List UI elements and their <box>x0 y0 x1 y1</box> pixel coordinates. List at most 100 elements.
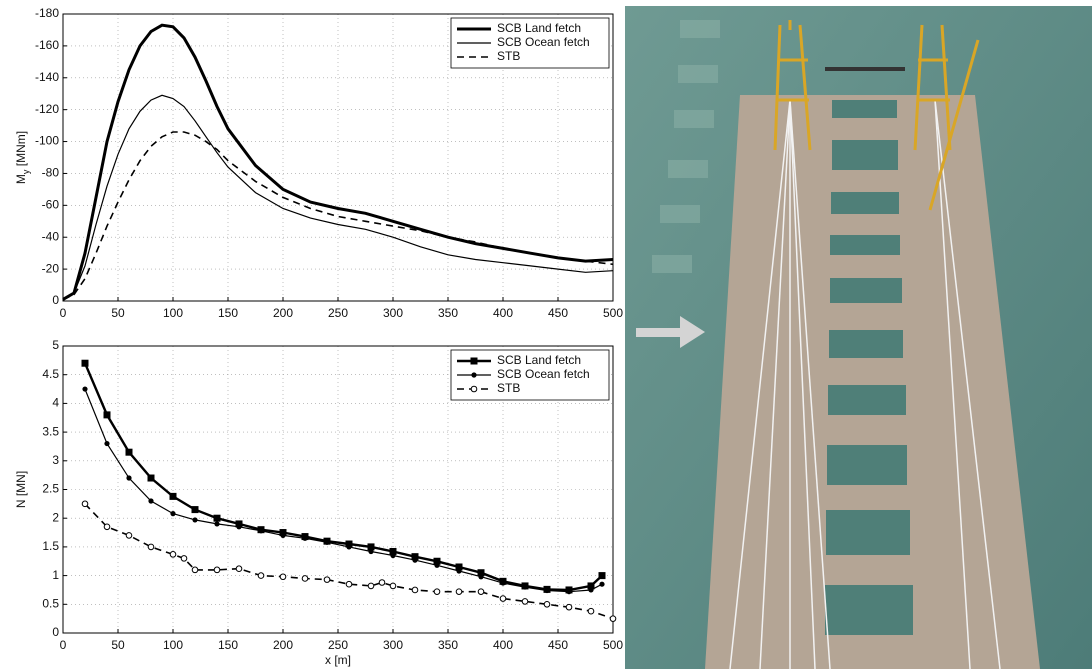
marker <box>390 583 396 589</box>
marker <box>390 553 395 558</box>
legend-label: SCB Land fetch <box>497 21 581 35</box>
marker <box>434 589 440 595</box>
y-tick-label: 3 <box>52 453 59 467</box>
marker <box>214 521 219 526</box>
x-axis-label: x [m] <box>325 653 351 667</box>
legend-marker <box>471 372 476 377</box>
marker <box>500 596 506 602</box>
photo <box>625 6 1092 669</box>
marker <box>236 566 242 572</box>
marker <box>214 567 220 573</box>
marker <box>170 511 175 516</box>
marker <box>82 386 87 391</box>
x-tick-label: 100 <box>163 306 183 320</box>
x-tick-label: 0 <box>60 306 67 320</box>
y-axis-label-part: M <box>14 174 28 184</box>
y-tick-label: 3.5 <box>42 424 59 438</box>
y-tick-label: -140 <box>35 70 59 84</box>
x-tick-label: 150 <box>218 306 238 320</box>
x-tick-label: 50 <box>111 306 125 320</box>
marker <box>148 498 153 503</box>
marker <box>82 360 89 367</box>
marker <box>181 556 187 562</box>
y-tick-label: 1.5 <box>42 539 59 553</box>
marker <box>192 517 197 522</box>
y-axis-label: N [MN] <box>14 471 28 508</box>
marker <box>324 577 330 583</box>
marker <box>588 608 594 614</box>
marker <box>82 501 88 507</box>
y-tick-label: -120 <box>35 102 59 116</box>
marker <box>170 493 177 500</box>
legend-marker <box>471 386 477 392</box>
marker <box>434 563 439 568</box>
marker <box>456 589 462 595</box>
marker <box>192 567 198 573</box>
x-tick-label: 200 <box>273 306 293 320</box>
x-tick-label: 350 <box>438 638 458 652</box>
y-tick-label: 2 <box>52 510 59 524</box>
x-tick-label: 100 <box>163 638 183 652</box>
marker <box>478 589 484 595</box>
y-tick-label: 0 <box>52 293 59 307</box>
y-tick-label: -60 <box>42 198 60 212</box>
y-tick-label: -20 <box>42 261 60 275</box>
marker <box>324 540 329 545</box>
y-axis-label-part: [MNm] <box>14 131 28 170</box>
marker <box>599 572 606 579</box>
legend-label: SCB Land fetch <box>497 353 581 367</box>
marker <box>126 449 133 456</box>
marker <box>610 616 616 622</box>
x-tick-label: 300 <box>383 638 403 652</box>
marker <box>104 441 109 446</box>
x-tick-label: 250 <box>328 306 348 320</box>
figure: 0-20-40-60-80-100-120-140-160-1800501001… <box>0 0 1092 669</box>
marker <box>456 568 461 573</box>
marker <box>522 599 528 605</box>
marker <box>280 533 285 538</box>
x-tick-label: 300 <box>383 306 403 320</box>
marker <box>566 589 571 594</box>
legend-label: STB <box>497 381 520 395</box>
marker <box>302 536 307 541</box>
x-tick-label: 400 <box>493 306 513 320</box>
legend-label: STB <box>497 49 520 63</box>
marker <box>566 604 572 610</box>
marker <box>588 587 593 592</box>
y-tick-label: -160 <box>35 38 59 52</box>
marker <box>126 475 131 480</box>
x-tick-label: 450 <box>548 306 568 320</box>
y-tick-label: -100 <box>35 134 59 148</box>
marker <box>258 573 264 579</box>
x-tick-label: 400 <box>493 638 513 652</box>
marker <box>192 506 199 513</box>
marker <box>148 475 155 482</box>
marker <box>544 602 550 608</box>
y-tick-label: -180 <box>35 6 59 20</box>
x-tick-label: 0 <box>60 638 67 652</box>
legend-label: SCB Ocean fetch <box>497 35 590 49</box>
marker <box>346 544 351 549</box>
marker <box>379 580 385 586</box>
y-tick-label: -40 <box>42 229 60 243</box>
marker <box>280 574 286 580</box>
marker <box>302 576 308 582</box>
gantry <box>825 67 905 71</box>
marker <box>104 411 111 418</box>
marker <box>214 515 221 522</box>
marker <box>544 588 549 593</box>
y-tick-label: 5 <box>52 338 59 352</box>
y-tick-label: 1 <box>52 568 59 582</box>
x-tick-label: 50 <box>111 638 125 652</box>
marker <box>500 580 505 585</box>
marker <box>148 544 154 550</box>
y-tick-label: 4.5 <box>42 367 59 381</box>
y-tick-label: 0 <box>52 625 59 639</box>
marker <box>126 533 132 539</box>
x-tick-label: 500 <box>603 306 623 320</box>
y-tick-label: 0.5 <box>42 596 59 610</box>
x-tick-label: 450 <box>548 638 568 652</box>
